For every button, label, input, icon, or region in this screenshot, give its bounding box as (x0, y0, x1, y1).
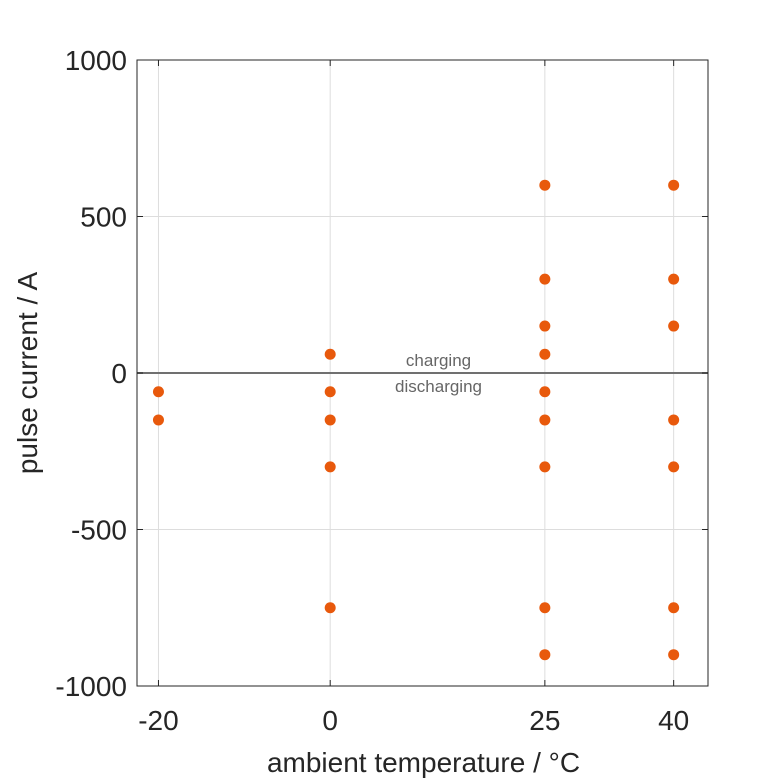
x-tick-label: 0 (322, 705, 338, 736)
charging-annotation: charging (406, 351, 471, 370)
tick-marks (137, 59, 708, 687)
data-point (324, 602, 336, 614)
y-tick-label: 1000 (65, 45, 127, 76)
y-tick-labels: -1000 -500 0 500 1000 (55, 45, 127, 702)
x-tick-label: 40 (658, 705, 689, 736)
y-tick-label: -500 (71, 515, 127, 546)
data-point (539, 461, 551, 473)
data-point (539, 273, 551, 285)
discharging-annotation: discharging (395, 377, 482, 396)
data-point (668, 414, 680, 426)
data-point (668, 273, 680, 285)
y-tick-label: 500 (80, 202, 127, 233)
data-point (668, 602, 680, 614)
data-point (324, 461, 336, 473)
data-point (539, 386, 551, 398)
data-point (539, 348, 551, 360)
data-points (152, 179, 680, 661)
data-point (539, 320, 551, 332)
x-axis-label: ambient temperature / °C (267, 747, 580, 778)
y-axis-label: pulse current / A (12, 272, 43, 475)
data-point (668, 649, 680, 661)
data-point (539, 649, 551, 661)
x-tick-label: 25 (529, 705, 560, 736)
data-point (152, 414, 164, 426)
y-tick-label: -1000 (55, 671, 127, 702)
data-point (668, 461, 680, 473)
data-point (324, 386, 336, 398)
data-point (668, 320, 680, 332)
data-point (539, 179, 551, 191)
x-tick-labels: -20 0 25 40 (138, 705, 689, 736)
data-point (539, 602, 551, 614)
data-point (324, 348, 336, 360)
data-point (152, 386, 164, 398)
x-tick-label: -20 (138, 705, 178, 736)
y-tick-label: 0 (111, 358, 127, 389)
data-point (668, 179, 680, 191)
data-point (324, 414, 336, 426)
data-point (539, 414, 551, 426)
